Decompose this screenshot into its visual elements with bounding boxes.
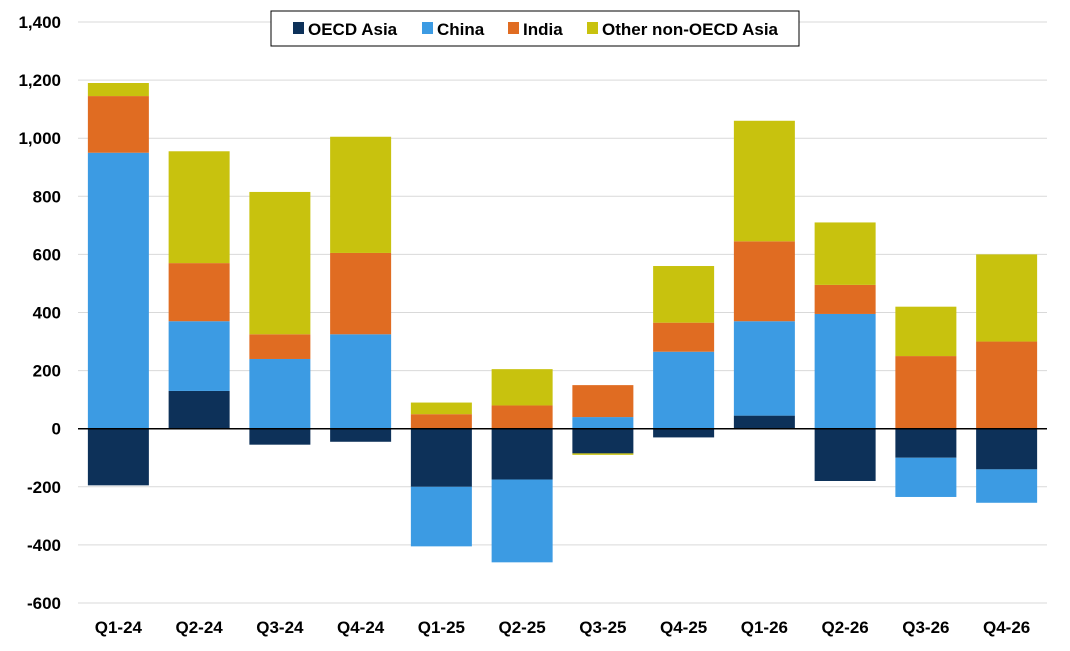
x-tick-label: Q4-26 xyxy=(983,618,1030,637)
bar-oecd-asia-q4-26 xyxy=(976,428,1038,470)
legend-label-other-non-oecd-asia: Other non-OECD Asia xyxy=(602,20,779,39)
x-tick-label: Q1-24 xyxy=(95,618,143,637)
x-tick-label: Q2-26 xyxy=(822,618,869,637)
y-tick-label: -200 xyxy=(27,478,61,497)
legend: OECD Asia China India Other non-OECD Asi… xyxy=(270,10,800,47)
y-tick-label: 1,200 xyxy=(18,71,61,90)
bar-other-non-oecd-asia-q3-25 xyxy=(572,453,634,455)
y-tick-label: 1,000 xyxy=(18,129,61,148)
bar-other-non-oecd-asia-q2-24 xyxy=(168,151,230,264)
bar-china-q2-24 xyxy=(168,321,230,391)
x-tick-label: Q1-26 xyxy=(741,618,788,637)
bar-other-non-oecd-asia-q1-24 xyxy=(87,83,149,97)
y-tick-label: 1,400 xyxy=(18,13,61,32)
bar-india-q3-25 xyxy=(572,385,634,418)
y-tick-label: 400 xyxy=(33,304,61,323)
x-tick-label: Q2-24 xyxy=(176,618,224,637)
bar-india-q3-26 xyxy=(895,356,957,429)
bar-oecd-asia-q2-26 xyxy=(814,428,876,481)
bar-china-q1-24 xyxy=(87,152,149,429)
bar-india-q1-24 xyxy=(87,96,149,153)
y-tick-label: -400 xyxy=(27,536,61,555)
x-tick-label: Q2-25 xyxy=(499,618,546,637)
bar-china-q1-26 xyxy=(733,321,795,416)
bar-oecd-asia-q4-25 xyxy=(653,428,715,438)
bar-other-non-oecd-asia-q4-24 xyxy=(330,136,392,253)
y-tick-label: 0 xyxy=(52,420,61,439)
bar-china-q2-26 xyxy=(814,313,876,429)
x-tick-label: Q3-25 xyxy=(579,618,626,637)
bar-oecd-asia-q1-26 xyxy=(733,415,795,429)
bar-oecd-asia-q3-26 xyxy=(895,428,957,458)
bar-china-q4-26 xyxy=(976,469,1038,503)
bar-china-q3-24 xyxy=(249,358,311,429)
bar-oecd-asia-q3-25 xyxy=(572,428,634,454)
bar-other-non-oecd-asia-q1-25 xyxy=(410,402,472,415)
legend-label-china: China xyxy=(437,20,485,39)
bar-other-non-oecd-asia-q1-26 xyxy=(733,120,795,242)
x-tick-label: Q3-24 xyxy=(256,618,304,637)
bars xyxy=(87,83,1038,563)
x-tick-label: Q4-25 xyxy=(660,618,707,637)
x-tick-label: Q3-26 xyxy=(902,618,949,637)
bar-oecd-asia-q4-24 xyxy=(330,428,392,442)
y-tick-label: 600 xyxy=(33,245,61,264)
y-axis-tick-labels: 1,400 1,200 1,000 800 600 400 200 0 -200 -400 -600 xyxy=(18,13,61,613)
legend-label-oecd-asia: OECD Asia xyxy=(308,20,398,39)
bar-india-q4-25 xyxy=(653,322,715,352)
bar-china-q4-24 xyxy=(330,334,392,429)
legend-swatch-china xyxy=(422,22,433,34)
bar-china-q3-26 xyxy=(895,457,957,497)
y-tick-label: 200 xyxy=(33,362,61,381)
bar-india-q2-25 xyxy=(491,405,553,429)
bar-india-q4-26 xyxy=(976,341,1038,429)
x-axis-tick-labels: Q1-24 Q2-24 Q3-24 Q4-24 Q1-25 Q2-25 Q3-25 Q4-25… xyxy=(95,618,1031,637)
bar-other-non-oecd-asia-q3-24 xyxy=(249,191,311,335)
bar-oecd-asia-q2-25 xyxy=(491,428,553,480)
bar-india-q1-25 xyxy=(410,414,472,429)
bar-china-q1-25 xyxy=(410,486,472,547)
bar-oecd-asia-q1-24 xyxy=(87,428,149,486)
bar-china-q4-25 xyxy=(653,351,715,429)
bar-india-q2-24 xyxy=(168,263,230,322)
bar-china-q2-25 xyxy=(491,479,553,563)
bar-india-q1-26 xyxy=(733,241,795,322)
y-tick-label: 800 xyxy=(33,187,61,206)
legend-swatch-oecd-asia xyxy=(293,22,304,34)
bar-other-non-oecd-asia-q4-26 xyxy=(976,254,1038,342)
bar-other-non-oecd-asia-q4-25 xyxy=(653,266,715,323)
y-tick-label: -600 xyxy=(27,594,61,613)
bar-oecd-asia-q1-25 xyxy=(410,428,472,487)
bar-other-non-oecd-asia-q2-26 xyxy=(814,222,876,285)
legend-box xyxy=(270,10,800,47)
x-tick-label: Q1-25 xyxy=(418,618,465,637)
x-tick-label: Q4-24 xyxy=(337,618,385,637)
bar-other-non-oecd-asia-q2-25 xyxy=(491,369,553,406)
bar-other-non-oecd-asia-q3-26 xyxy=(895,306,957,357)
legend-swatch-india xyxy=(508,22,519,34)
bar-india-q3-24 xyxy=(249,334,311,359)
bar-india-q4-24 xyxy=(330,252,392,335)
bar-oecd-asia-q2-24 xyxy=(168,390,230,429)
gridlines xyxy=(78,21,1047,604)
bar-china-q3-25 xyxy=(572,417,634,429)
bar-india-q2-26 xyxy=(814,284,876,314)
legend-swatch-other-non-oecd-asia xyxy=(587,22,598,34)
bar-oecd-asia-q3-24 xyxy=(249,428,311,445)
legend-label-india: India xyxy=(523,20,563,39)
